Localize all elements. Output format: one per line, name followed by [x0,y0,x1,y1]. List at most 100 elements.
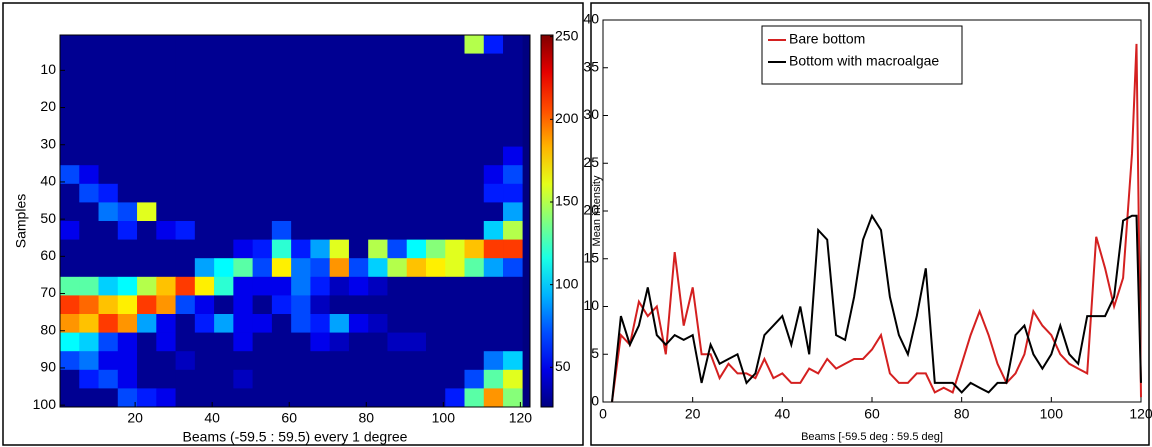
heat-cell [406,276,427,296]
heat-cell [233,183,253,203]
heat-cell [175,183,196,203]
heat-cell [348,72,369,92]
heat-cell [252,53,273,73]
colorbar-tick-label: 50 [555,358,571,374]
heat-cell [310,221,330,240]
heat-cell [329,369,350,389]
y-tick-label: 10 [583,297,599,313]
x-tick-label: 40 [204,410,220,426]
heat-cell [117,388,138,408]
heat-cell [79,295,99,315]
heat-cell [464,276,485,296]
heat-cell [194,239,215,259]
heat-cell [233,332,253,352]
heat-cell [137,351,157,371]
heat-cell [137,332,157,352]
y-tick-label: 25 [583,154,599,170]
heat-cell [445,146,465,166]
heat-cell [483,388,504,408]
heat-cell [348,295,369,315]
heat-cell [348,90,369,110]
x-axis-label: Beams [-59.5 deg : 59.5 deg] [801,431,943,443]
heat-cell [233,165,253,185]
heat-cell [252,109,273,129]
heat-cell [271,202,292,222]
heat-cell [425,258,446,278]
heat-cell [233,276,253,296]
heat-cell [368,165,388,185]
heat-cell [445,109,465,129]
heat-cell [291,276,311,296]
heat-cell [329,165,350,185]
heat-cell [271,369,292,389]
heat-cell [445,165,465,185]
heat-cell [291,314,311,333]
heat-cell [214,314,234,333]
heat-cell [271,53,292,73]
heat-cell [291,332,311,352]
heat-cell [464,314,485,333]
heat-cell [291,165,311,185]
heat-cell [214,221,234,240]
y-tick-label: 100 [33,396,57,412]
heat-cell [79,146,99,166]
heat-cell [156,295,176,315]
heat-cell [117,276,138,296]
heat-cell [483,221,504,240]
heat-cell [406,53,427,73]
x-tick-label: 100 [1040,406,1064,422]
heat-cell [233,239,253,259]
heat-cell [271,388,292,408]
heat-cell [387,128,408,147]
heat-cell [291,202,311,222]
heat-cell [464,221,485,240]
heat-cell [98,202,119,222]
heat-cell [387,351,408,371]
heat-cell [175,202,196,222]
heat-cell [445,239,465,259]
heat-cell [387,183,408,203]
heat-cell [503,258,523,278]
heat-cell [252,239,273,259]
series-line [611,43,1142,403]
x-tick-label: 80 [954,406,970,422]
y-tick-label: 35 [583,58,599,74]
heat-cell [156,258,176,278]
heat-cell [156,183,176,203]
heat-cell [60,314,80,333]
heat-cell [445,276,465,296]
heat-cell [271,314,292,333]
heat-cell [194,314,215,333]
heat-cell [310,128,330,147]
heat-cell [348,128,369,147]
heat-cell [406,109,427,129]
heat-cell [156,128,176,147]
heat-cell [214,258,234,278]
series-line [611,213,1142,403]
heat-cell [137,35,157,54]
heat-cell [310,276,330,296]
heat-cell [214,53,234,73]
heat-cell [233,202,253,222]
heat-cell [368,53,388,73]
heat-cell [214,183,234,203]
heat-cell [194,258,215,278]
heat-cell [503,295,523,315]
heat-cell [445,72,465,92]
heat-cell [464,53,485,73]
heat-cell [503,332,523,352]
heat-cell [348,351,369,371]
heat-cell [406,388,427,408]
heat-cell [117,53,138,73]
heat-cell [291,53,311,73]
heat-cell [252,351,273,371]
heat-cell [233,72,253,92]
heat-cell [60,202,80,222]
heat-cell [503,388,523,408]
heat-cell [252,72,273,92]
heat-cell [425,90,446,110]
heat-cell [387,314,408,333]
heat-cell [310,146,330,166]
heat-cell [425,351,446,371]
heat-cell [175,90,196,110]
